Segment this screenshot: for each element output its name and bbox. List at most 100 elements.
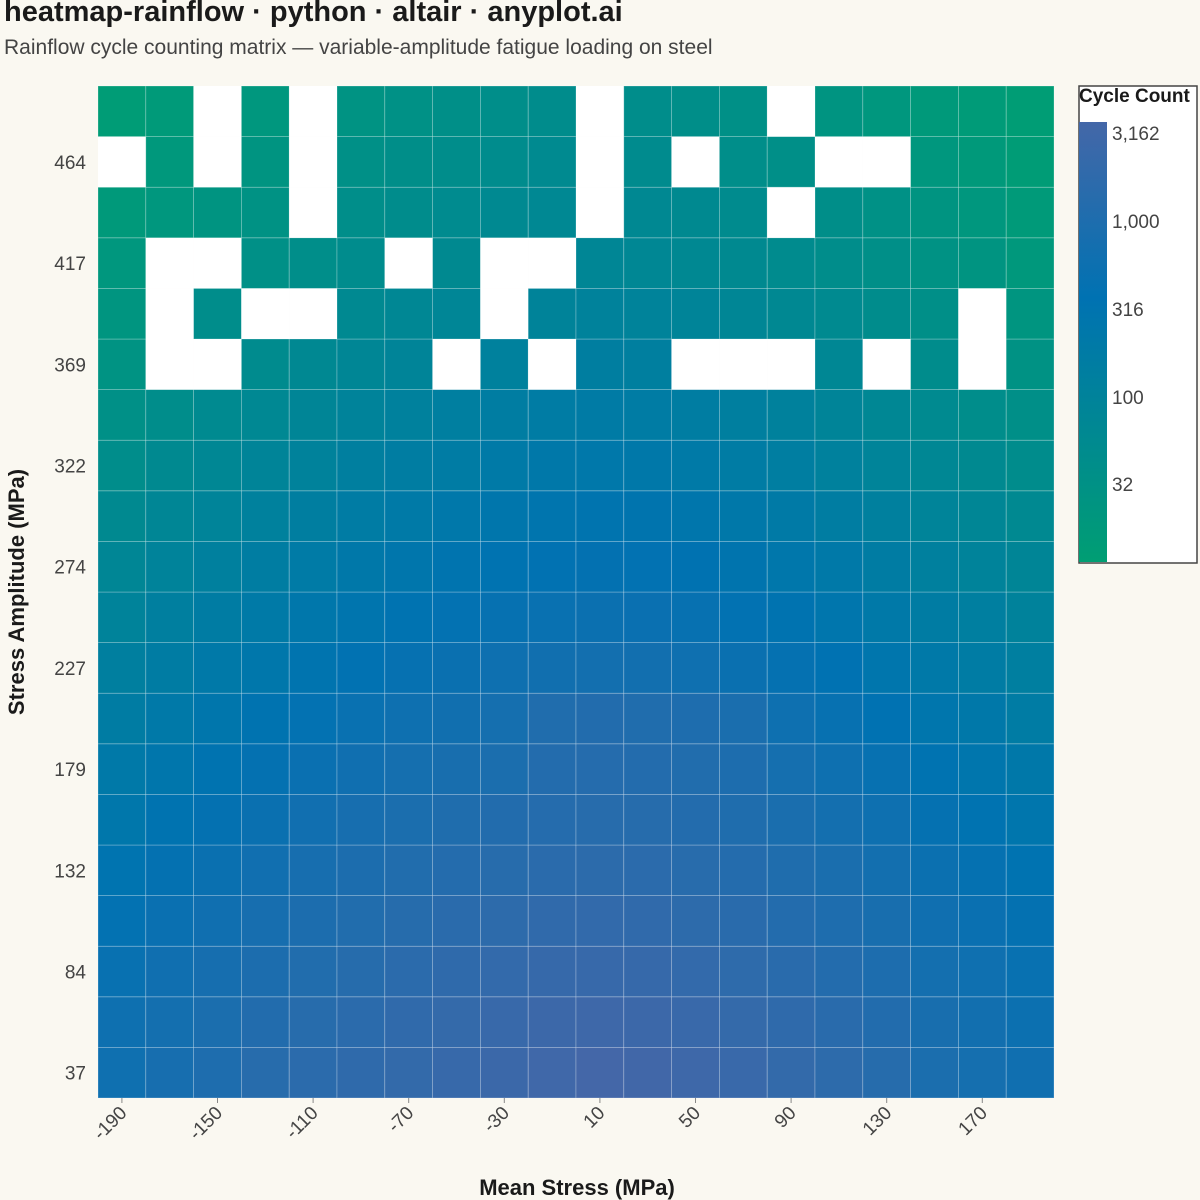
heatmap-cell (384, 541, 433, 593)
heatmap-cell (145, 844, 195, 896)
heatmap-cell (432, 591, 481, 643)
heatmap-cell (862, 743, 911, 795)
heatmap-cell (288, 541, 338, 593)
heatmap-cell (193, 743, 242, 795)
heatmap-cell (910, 945, 959, 998)
heatmap-cell (671, 237, 720, 289)
heatmap-cell (527, 895, 577, 947)
heatmap-cell (336, 591, 386, 643)
heatmap-cell (193, 692, 242, 745)
heatmap-cell (814, 844, 864, 896)
heatmap-cell (479, 439, 529, 492)
heatmap-cell-empty (98, 136, 146, 188)
heatmap-cell (240, 844, 290, 896)
heatmap-cell-empty (145, 237, 194, 289)
heatmap-cell (671, 490, 720, 542)
heatmap-cell (623, 642, 672, 694)
heatmap-cell (862, 389, 911, 441)
heatmap-cell (623, 490, 672, 542)
heatmap-cell (97, 642, 147, 694)
heatmap-cell (240, 692, 290, 745)
heatmap-cell (814, 85, 864, 137)
heatmap-cell (193, 945, 242, 998)
heatmap-cell (193, 287, 242, 340)
color-legend: Cycle Count 32 100 316 1,000 3,162 (1078, 85, 1198, 564)
x-tick-label: 170 (955, 1103, 992, 1140)
heatmap-cell (862, 186, 911, 239)
y-tick-label: 464 (54, 153, 86, 174)
heatmap-cell (288, 1047, 338, 1099)
x-tick-label: -30 (480, 1103, 514, 1137)
heatmap-cell (958, 996, 1007, 1048)
heatmap-cell (97, 1047, 147, 1099)
heatmap-cell (432, 541, 481, 593)
heatmap-cell (575, 439, 625, 492)
heatmap-cell (862, 1047, 911, 1099)
heatmap-cell (671, 591, 720, 643)
heatmap-cell (240, 794, 290, 846)
x-axis-title: Mean Stress (MPa) (479, 1175, 675, 1200)
heatmap-cell (527, 642, 577, 694)
heatmap-cell (336, 642, 386, 694)
heatmap-cell (766, 895, 816, 947)
heatmap-cell (527, 389, 577, 441)
y-tick-label: 179 (54, 760, 86, 781)
heatmap-cell (671, 844, 720, 896)
heatmap-cell (97, 490, 147, 542)
heatmap-cell (958, 945, 1007, 998)
heatmap-cell (527, 945, 577, 998)
heatmap-cell (671, 895, 720, 947)
heatmap-cell (814, 895, 864, 947)
heatmap-cell (145, 389, 195, 441)
heatmap-cell (1005, 490, 1055, 542)
heatmap-cell (479, 844, 529, 896)
heatmap-cell (288, 237, 338, 289)
heatmap-cell (719, 692, 768, 745)
heatmap-cell (288, 945, 338, 998)
heatmap-cell (240, 338, 290, 390)
heatmap-cell (575, 945, 625, 998)
heatmap-cell (288, 389, 338, 441)
heatmap-cell (719, 490, 768, 542)
heatmap-cell (862, 996, 911, 1048)
heatmap-cell (336, 490, 386, 542)
heatmap-cell (1005, 945, 1055, 998)
heatmap-cell (1005, 287, 1055, 340)
heatmap-cell (623, 794, 672, 846)
heatmap-cell (671, 541, 720, 593)
heatmap-cell (384, 186, 433, 239)
heatmap-cell-empty (384, 237, 433, 289)
heatmap-cell (910, 439, 959, 492)
heatmap-cell (479, 490, 529, 542)
heatmap-cell (623, 439, 672, 492)
heatmap-cell (1005, 186, 1055, 239)
heatmap-cell-empty (767, 339, 815, 390)
heatmap-cell (862, 794, 911, 846)
heatmap-cell (958, 844, 1007, 896)
heatmap-cell (336, 136, 386, 188)
heatmap-cell (910, 743, 959, 795)
heatmap-cell (671, 642, 720, 694)
heatmap-cell (240, 439, 290, 492)
heatmap-cell (240, 186, 290, 239)
heatmap-cell (479, 85, 529, 137)
x-tick-label: -150 (185, 1103, 227, 1145)
heatmap-cell (814, 692, 864, 745)
heatmap-cell (958, 1047, 1007, 1099)
heatmap-cell (910, 490, 959, 542)
heatmap-cell (479, 591, 529, 643)
heatmap-cell (958, 692, 1007, 745)
heatmap-cell (575, 794, 625, 846)
heatmap-cell-empty (671, 339, 720, 390)
heatmap-cell (958, 85, 1007, 137)
heatmap-cell-empty (862, 136, 911, 188)
heatmap-cell (623, 743, 672, 795)
heatmap-cell (288, 439, 338, 492)
heatmap-cell (766, 844, 816, 896)
heatmap-cell (862, 945, 911, 998)
x-tick-label: 50 (675, 1103, 705, 1133)
heatmap-cell (862, 844, 911, 896)
heatmap-cell (862, 85, 911, 137)
heatmap-cell (432, 439, 481, 492)
